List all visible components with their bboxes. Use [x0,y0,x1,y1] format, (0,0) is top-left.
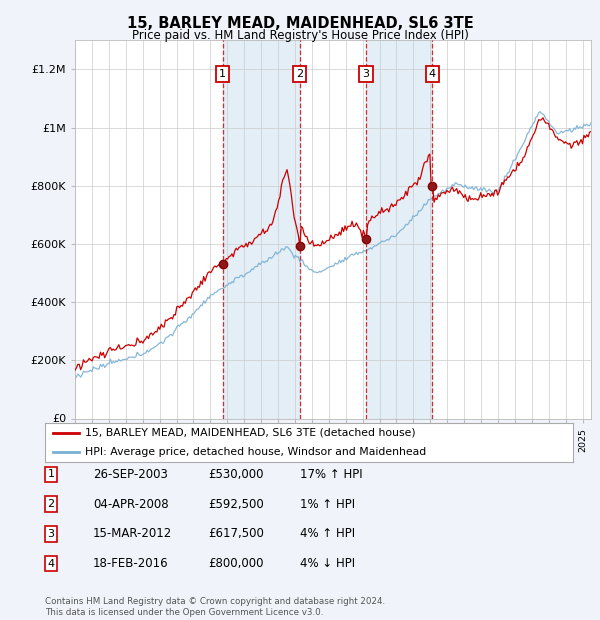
Text: 4% ↓ HPI: 4% ↓ HPI [300,557,355,570]
Text: HPI: Average price, detached house, Windsor and Maidenhead: HPI: Average price, detached house, Wind… [85,447,426,457]
Text: 1: 1 [47,469,55,479]
Text: 4: 4 [47,559,55,569]
Text: 3: 3 [47,529,55,539]
Text: 2: 2 [296,69,303,79]
Text: 4: 4 [429,69,436,79]
Text: £617,500: £617,500 [208,528,264,540]
Text: £530,000: £530,000 [209,468,264,481]
Text: 2: 2 [47,499,55,509]
Text: £800,000: £800,000 [209,557,264,570]
Text: 15-MAR-2012: 15-MAR-2012 [93,528,172,540]
Text: Price paid vs. HM Land Registry's House Price Index (HPI): Price paid vs. HM Land Registry's House … [131,29,469,42]
Text: 26-SEP-2003: 26-SEP-2003 [93,468,168,481]
Text: Contains HM Land Registry data © Crown copyright and database right 2024.
This d: Contains HM Land Registry data © Crown c… [45,598,385,617]
Text: 04-APR-2008: 04-APR-2008 [93,498,169,510]
Text: £592,500: £592,500 [208,498,264,510]
Text: 3: 3 [362,69,370,79]
Text: 18-FEB-2016: 18-FEB-2016 [93,557,169,570]
Text: 1: 1 [219,69,226,79]
Bar [223,40,299,419]
Text: 15, BARLEY MEAD, MAIDENHEAD, SL6 3TE (detached house): 15, BARLEY MEAD, MAIDENHEAD, SL6 3TE (de… [85,428,415,438]
Text: 1% ↑ HPI: 1% ↑ HPI [300,498,355,510]
Text: 15, BARLEY MEAD, MAIDENHEAD, SL6 3TE: 15, BARLEY MEAD, MAIDENHEAD, SL6 3TE [127,16,473,31]
Text: 4% ↑ HPI: 4% ↑ HPI [300,528,355,540]
Text: 17% ↑ HPI: 17% ↑ HPI [300,468,362,481]
Bar [366,40,433,419]
